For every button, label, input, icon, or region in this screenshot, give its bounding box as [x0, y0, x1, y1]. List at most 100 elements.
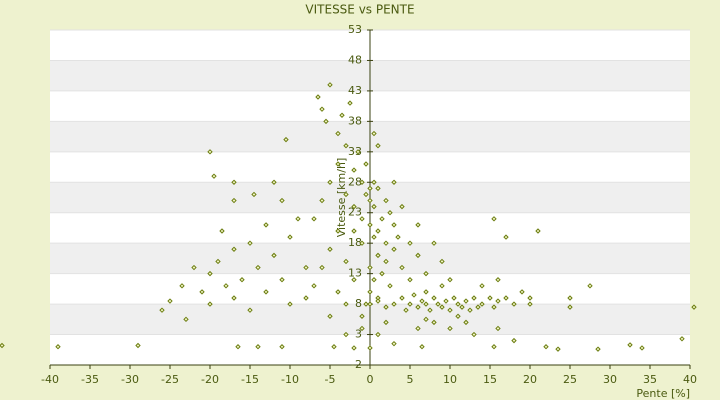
scatter-point — [359, 313, 365, 319]
scatter-point — [395, 234, 401, 240]
scatter-point — [367, 222, 373, 228]
scatter-point — [435, 301, 441, 307]
scatter-point — [415, 304, 421, 310]
scatter-point — [207, 301, 213, 307]
scatter-point — [359, 240, 365, 246]
scatter-point — [451, 295, 457, 301]
scatter-point — [399, 264, 405, 271]
scatter-point — [383, 240, 389, 246]
scatter-point — [439, 283, 445, 289]
scatter-point — [191, 264, 197, 271]
y-tick-label: 43 — [348, 84, 362, 97]
scatter-point — [215, 258, 221, 265]
scatter-point — [471, 295, 477, 301]
scatter-point — [367, 197, 373, 204]
scatter-point — [391, 340, 397, 347]
scatter-point — [371, 277, 377, 283]
scatter-point — [383, 319, 389, 326]
x-tick-label: 40 — [683, 373, 697, 386]
x-tick-label: 5 — [407, 373, 414, 386]
scatter-point — [211, 173, 217, 179]
scatter-point — [231, 246, 237, 252]
scatter-point — [375, 143, 381, 149]
scatter-point — [295, 216, 301, 222]
scatter-point — [479, 283, 485, 289]
scatter-point — [407, 240, 413, 246]
scatter-point — [319, 106, 325, 112]
scatter-point — [263, 222, 269, 228]
scatter-point — [535, 228, 541, 234]
scatter-point — [335, 161, 341, 167]
scatter-point — [375, 185, 381, 192]
scatter-point — [183, 316, 189, 323]
scatter-point — [391, 179, 397, 185]
x-tick-label: -20 — [201, 373, 219, 386]
scatter-point — [567, 304, 573, 310]
scatter-point — [343, 191, 349, 198]
scatter-point — [411, 292, 417, 298]
scatter-point — [303, 295, 309, 301]
x-tick-label: 35 — [643, 373, 657, 386]
scatter-point — [351, 167, 357, 173]
scatter-point — [367, 301, 373, 307]
scatter-point — [179, 283, 185, 289]
y-tick-label: 53 — [348, 23, 362, 36]
scatter-point — [247, 240, 253, 246]
scatter-point — [219, 228, 225, 234]
scatter-point — [503, 295, 509, 301]
scatter-point — [231, 179, 237, 185]
scatter-point — [403, 307, 409, 313]
y-tick-label: 3 — [355, 328, 362, 341]
scatter-point — [327, 246, 333, 252]
scatter-point — [375, 298, 381, 304]
scatter-point — [679, 336, 685, 342]
scatter-point — [527, 295, 533, 301]
scatter-point — [471, 331, 477, 338]
y-tick-label: 33 — [348, 145, 362, 158]
scatter-point — [383, 304, 389, 310]
scatter-point — [367, 185, 373, 192]
scatter-point — [439, 258, 445, 265]
scatter-point — [543, 344, 549, 350]
scatter-point — [399, 295, 405, 301]
scatter-point — [359, 179, 365, 185]
scatter-point — [287, 301, 293, 307]
scatter-point — [343, 258, 349, 265]
y-tick-label: 13 — [348, 267, 362, 280]
scatter-point — [279, 344, 285, 350]
scatter-point — [223, 283, 229, 289]
scatter-point — [467, 307, 473, 313]
scatter-point — [279, 197, 285, 204]
scatter-point — [387, 210, 393, 216]
scatter-point — [371, 179, 377, 185]
scatter-point — [351, 345, 357, 351]
y-tick-label: 8 — [355, 297, 362, 310]
scatter-point — [347, 100, 353, 106]
y-tick-label: 48 — [348, 53, 362, 66]
scatter-point — [239, 277, 245, 283]
scatter-point — [431, 295, 437, 301]
chart-title: VITESSE vs PENTE — [305, 3, 414, 17]
scatter-point — [279, 277, 285, 283]
scatter-point — [567, 295, 573, 301]
scatter-point — [463, 298, 469, 304]
scatter-point — [367, 345, 373, 351]
scatter-point — [335, 228, 341, 234]
x-tick-label: 0 — [367, 373, 374, 386]
x-tick-label: -10 — [281, 373, 299, 386]
scatter-point — [207, 149, 213, 155]
scatter-point — [447, 277, 453, 283]
scatter-point — [287, 234, 293, 240]
scatter-point — [231, 295, 237, 301]
scatter-point — [491, 216, 497, 222]
scatter-point — [511, 301, 517, 307]
scatter-point — [383, 197, 389, 204]
scatter-point — [371, 234, 377, 240]
scatter-point — [319, 197, 325, 204]
scatter-point — [379, 216, 385, 222]
y-tick-label: 18 — [348, 236, 362, 249]
scatter-point — [691, 304, 697, 310]
scatter-point — [135, 342, 141, 349]
scatter-point — [423, 301, 429, 307]
scatter-point — [167, 298, 173, 304]
